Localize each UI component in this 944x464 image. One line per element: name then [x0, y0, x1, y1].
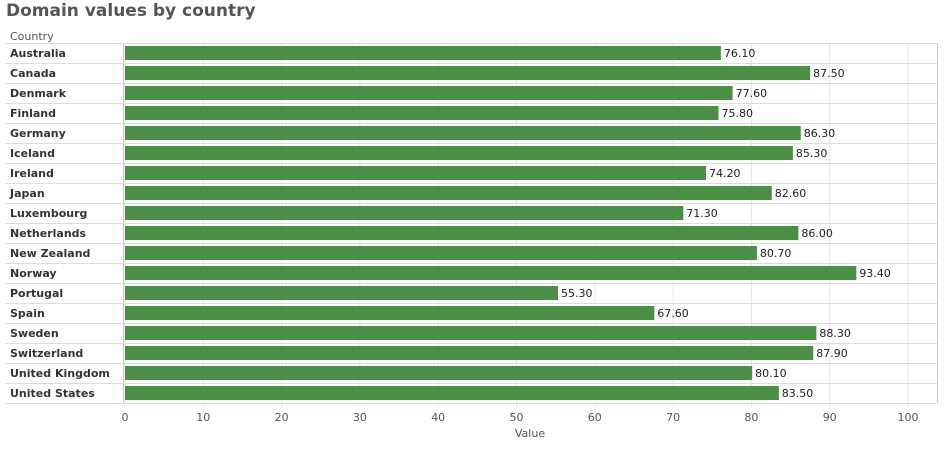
bar — [125, 66, 811, 80]
bar — [125, 306, 655, 320]
bar-rows: Australia 76.10 Canada 87.50 Denmark 77.60 Fin… — [5, 43, 937, 404]
table-row: Norway 93.40 — [5, 263, 937, 280]
bar — [125, 326, 817, 340]
category-label: New Zealand — [10, 247, 90, 260]
category-label: Australia — [10, 47, 66, 60]
bar — [125, 186, 772, 200]
x-axis-title: Value — [515, 427, 545, 440]
category-label: Japan — [9, 187, 45, 200]
value-label: 88.30 — [819, 327, 851, 340]
category-label: Switzerland — [10, 347, 83, 360]
table-row: Japan 82.60 — [5, 183, 937, 200]
table-row: Finland 75.80 — [5, 103, 937, 120]
value-label: 76.10 — [724, 47, 756, 60]
table-row: Ireland 74.20 — [5, 163, 937, 180]
category-label: Sweden — [10, 327, 59, 340]
category-label: Netherlands — [10, 227, 87, 240]
table-row: Portugal 55.30 — [5, 283, 937, 300]
row-header: Country — [10, 30, 54, 43]
category-label: Canada — [10, 67, 56, 80]
bar — [125, 286, 558, 300]
bar — [125, 86, 733, 100]
table-row: Spain 67.60 — [5, 303, 937, 320]
bar — [125, 266, 857, 280]
bar — [125, 366, 753, 380]
x-tick-label: 10 — [196, 411, 210, 424]
table-row: Netherlands 86.00 — [5, 223, 937, 240]
bar — [125, 206, 684, 220]
x-tick-label: 40 — [431, 411, 445, 424]
table-row: United Kingdom 80.10 — [5, 363, 937, 380]
category-label: Luxembourg — [10, 207, 87, 220]
table-row: United States 83.50 — [5, 383, 937, 404]
table-row: Canada 87.50 — [5, 63, 937, 80]
bar — [125, 226, 799, 240]
value-label: 55.30 — [561, 287, 593, 300]
category-label: Iceland — [10, 147, 55, 160]
bar — [125, 386, 779, 400]
category-label: Spain — [10, 307, 45, 320]
table-row: Luxembourg 71.30 — [5, 203, 937, 220]
table-row: New Zealand 80.70 — [5, 243, 937, 260]
value-label: 87.90 — [816, 347, 848, 360]
x-tick-label: 0 — [122, 411, 129, 424]
bar — [125, 126, 801, 140]
value-label: 93.40 — [859, 267, 891, 280]
bar — [125, 106, 719, 120]
value-label: 77.60 — [736, 87, 768, 100]
bar — [125, 46, 721, 60]
category-label: United Kingdom — [10, 367, 110, 380]
category-label: Germany — [10, 127, 66, 140]
x-tick-label: 70 — [666, 411, 680, 424]
category-label: Portugal — [10, 287, 63, 300]
table-row: Australia 76.10 — [5, 43, 937, 60]
category-label: Norway — [10, 267, 57, 280]
value-label: 86.00 — [801, 227, 833, 240]
x-tick-label: 20 — [275, 411, 289, 424]
value-label: 80.10 — [755, 367, 787, 380]
bar — [125, 166, 706, 180]
x-tick-label: 90 — [823, 411, 837, 424]
table-row: Denmark 77.60 — [5, 83, 937, 100]
x-tick-label: 30 — [353, 411, 367, 424]
value-label: 74.20 — [709, 167, 741, 180]
x-tick-label: 60 — [588, 411, 602, 424]
x-tick-label: 80 — [744, 411, 758, 424]
x-tick-label: 50 — [510, 411, 524, 424]
bar — [125, 146, 793, 160]
table-row: Iceland 85.30 — [5, 143, 937, 160]
bar — [125, 346, 814, 360]
category-label: Finland — [10, 107, 56, 120]
value-label: 86.30 — [804, 127, 836, 140]
value-label: 87.50 — [813, 67, 845, 80]
category-label: Denmark — [10, 87, 67, 100]
value-label: 80.70 — [760, 247, 792, 260]
table-row: Switzerland 87.90 — [5, 343, 937, 360]
value-label: 83.50 — [782, 387, 814, 400]
value-label: 75.80 — [722, 107, 754, 120]
value-label: 85.30 — [796, 147, 828, 160]
bar — [125, 246, 757, 260]
category-label: United States — [10, 387, 95, 400]
table-row: Sweden 88.30 — [5, 323, 937, 340]
x-tick-label: 100 — [898, 411, 919, 424]
value-label: 67.60 — [657, 307, 689, 320]
category-label: Ireland — [10, 167, 54, 180]
x-axis-ticks: 0 10 20 30 40 50 60 70 80 90 100 — [122, 411, 919, 424]
value-label: 82.60 — [775, 187, 807, 200]
chart-title: Domain values by country — [6, 1, 256, 21]
table-row: Germany 86.30 — [5, 123, 937, 140]
value-label: 71.30 — [686, 207, 718, 220]
